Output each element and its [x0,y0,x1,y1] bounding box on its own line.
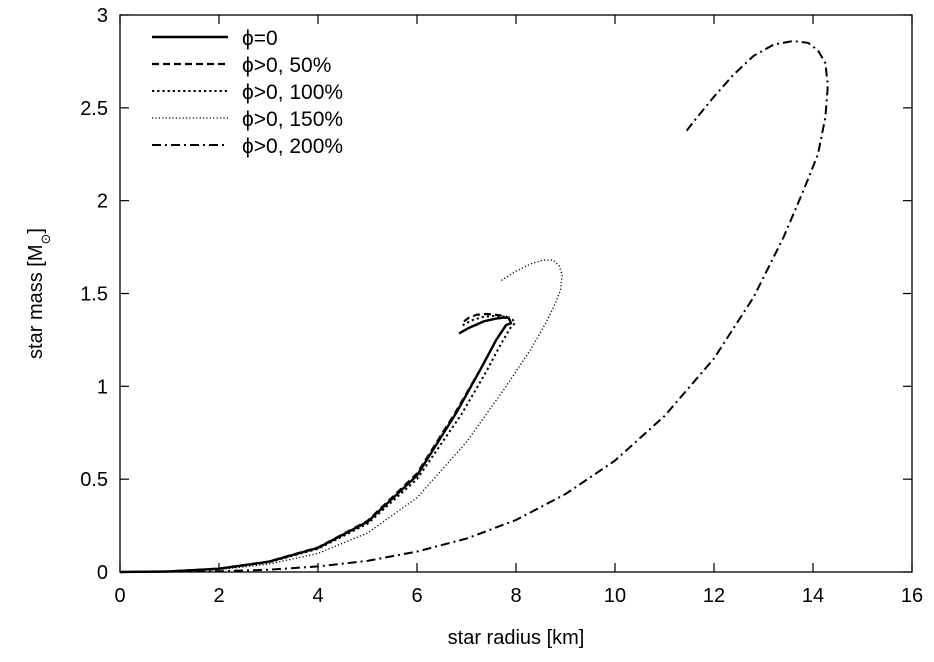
x-tick-label: 6 [411,585,422,607]
x-tick-label: 2 [213,585,224,607]
y-axis-title-sun-symbol: ⊙ [38,234,53,245]
x-axis-title: star radius [km] [448,627,585,649]
y-tick-label: 3 [97,5,108,27]
series-line-2 [119,312,513,574]
series-layer [119,39,829,574]
y-axis-title: star mass [M⊙] [25,228,53,359]
legend-label-1: ϕ=0 [242,27,278,50]
x-tick-label: 16 [901,585,923,607]
y-tick-label: 1 [97,376,108,398]
plot-border [119,14,913,573]
y-tick-label: 2 [97,191,108,213]
x-tick-label: 4 [312,585,323,607]
series-line-4 [119,259,563,573]
legend-label-3: ϕ>0, 100% [242,81,343,104]
y-tick-label: 1.5 [80,284,108,306]
axis-ticks [119,14,913,573]
series-line-5 [119,39,829,573]
x-tick-label: 12 [703,585,725,607]
legend-label-5: ϕ>0, 200% [242,135,343,158]
legend-label-4: ϕ>0, 150% [242,108,343,131]
axis-tick-labels: 0 2 4 6 8 10 12 14 16 0 0.5 1 1.5 2 2.5 3 [80,5,923,607]
x-tick-label: 10 [604,585,626,607]
series-line-3 [119,314,517,573]
x-tick-label: 0 [114,585,125,607]
plot-frame [119,14,913,573]
y-tick-label: 0.5 [80,469,108,491]
legend-label-2: ϕ>0, 50% [242,54,331,77]
legend: ϕ=0 ϕ>0, 50% ϕ>0, 100% ϕ>0, 150% ϕ>0, 200% [152,27,343,158]
x-tick-label: 8 [510,585,521,607]
y-axis-title-main: star mass [M [25,245,47,359]
series-line-1 [119,316,513,574]
x-tick-label: 14 [802,585,824,607]
y-axis-title-close: ] [25,228,47,234]
y-tick-label: 2.5 [80,98,108,120]
y-tick-label: 0 [97,562,108,584]
